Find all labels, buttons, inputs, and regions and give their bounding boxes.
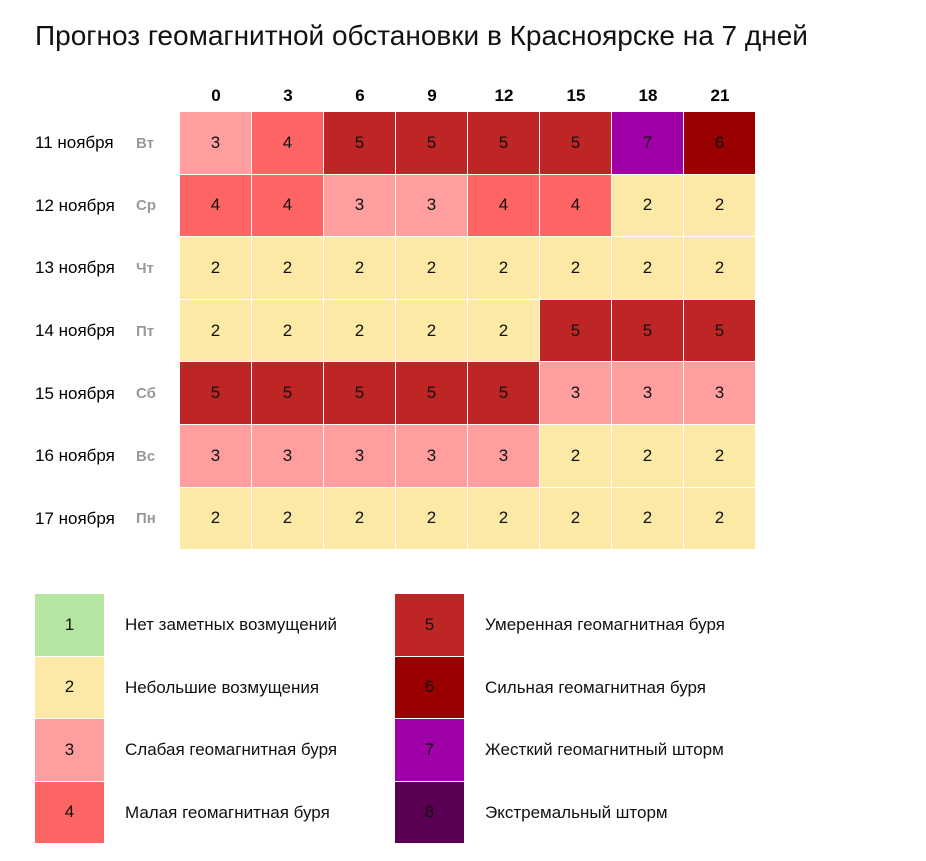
legend-swatch: 4 — [35, 781, 104, 844]
forecast-cell: 2 — [396, 237, 468, 300]
legend-swatch: 6 — [395, 656, 464, 719]
forecast-cell: 5 — [540, 112, 612, 175]
forecast-cell: 7 — [612, 112, 684, 175]
forecast-cell: 2 — [540, 487, 612, 551]
forecast-cell: 3 — [612, 362, 684, 425]
forecast-cell: 2 — [252, 299, 324, 363]
hour-header: 0 — [211, 86, 221, 105]
title: Прогноз геомагнитной обстановки в Красно… — [35, 20, 808, 51]
forecast-cell: 3 — [396, 425, 468, 488]
forecast-cell: 5 — [468, 112, 540, 175]
forecast-cell: 2 — [324, 237, 396, 300]
forecast-cell: 2 — [396, 487, 468, 551]
forecast-cell: 5 — [468, 362, 540, 425]
forecast-cell: 2 — [684, 425, 756, 488]
forecast-cell: 2 — [612, 237, 684, 300]
date-label: 17 ноября — [35, 508, 115, 528]
forecast-cell: 3 — [540, 362, 612, 425]
hour-header: 18 — [638, 86, 658, 105]
weekday-label: Пт — [136, 322, 155, 340]
forecast-cell: 2 — [684, 487, 756, 551]
hour-header: 9 — [427, 86, 437, 105]
date-label: 14 ноября — [35, 321, 115, 341]
forecast-cell: 2 — [324, 487, 396, 551]
legend-label: Умеренная геомагнитная буря — [485, 615, 725, 635]
weekday-label: Чт — [136, 259, 154, 277]
date-label: 12 ноября — [35, 195, 115, 215]
forecast-cell: 3 — [324, 425, 396, 488]
forecast-cell: 2 — [612, 425, 684, 488]
date-label: 13 ноября — [35, 258, 115, 278]
forecast-cell: 2 — [540, 425, 612, 488]
forecast-cell: 3 — [180, 112, 252, 175]
legend-swatch: 7 — [395, 719, 464, 782]
forecast-cell: 2 — [180, 299, 252, 363]
legend-label: Небольшие возмущения — [125, 677, 320, 697]
legend-label: Жесткий геомагнитный шторм — [485, 740, 724, 760]
forecast-cell: 2 — [180, 487, 252, 551]
legend-swatch: 2 — [35, 656, 104, 719]
forecast-cell: 4 — [252, 174, 324, 238]
legend-swatch: 5 — [395, 594, 464, 657]
forecast-cell: 5 — [684, 299, 756, 363]
forecast-cell: 5 — [252, 362, 324, 425]
forecast-cell: 2 — [684, 237, 756, 300]
forecast-cell: 5 — [324, 112, 396, 175]
forecast-cell: 2 — [396, 299, 468, 363]
forecast-cell: 5 — [396, 362, 468, 425]
forecast-cell: 5 — [612, 299, 684, 363]
forecast-cell: 4 — [468, 174, 540, 238]
forecast-cell: 3 — [468, 425, 540, 488]
forecast-cell: 2 — [324, 299, 396, 363]
forecast-cell: 5 — [540, 299, 612, 363]
forecast-cell: 5 — [180, 362, 252, 425]
forecast-cell: 2 — [252, 487, 324, 551]
forecast-cell: 3 — [684, 362, 756, 425]
date-label: 16 ноября — [35, 446, 115, 466]
date-label: 11 ноября — [35, 133, 114, 153]
forecast-cell: 5 — [324, 362, 396, 425]
weekday-label: Вт — [136, 134, 154, 152]
legend-label: Нет заметных возмущений — [125, 615, 338, 635]
forecast-cell: 2 — [468, 237, 540, 300]
forecast-cell: 5 — [396, 112, 468, 175]
forecast-cell: 2 — [180, 237, 252, 300]
date-label: 15 ноября — [35, 383, 115, 403]
forecast-cell: 3 — [252, 425, 324, 488]
legend-swatch: 8 — [395, 781, 464, 844]
hour-header: 21 — [710, 86, 730, 105]
forecast-cell: 2 — [540, 237, 612, 300]
forecast-cell: 2 — [612, 487, 684, 551]
forecast-cell: 3 — [180, 425, 252, 488]
forecast-cell: 2 — [468, 299, 540, 363]
forecast-cell: 2 — [612, 174, 684, 238]
weekday-label: Пн — [136, 510, 156, 528]
legend-label: Сильная геомагнитная буря — [485, 677, 706, 697]
forecast-cell: 3 — [396, 174, 468, 238]
weekday-label: Вс — [136, 447, 156, 465]
hour-header: 12 — [494, 86, 514, 105]
hour-header: 6 — [355, 86, 365, 105]
legend-label: Экстремальный шторм — [485, 802, 668, 822]
legend-label: Слабая геомагнитная буря — [125, 740, 338, 760]
forecast-cell: 4 — [540, 174, 612, 238]
forecast-cell: 6 — [684, 112, 756, 175]
hour-header: 3 — [283, 86, 293, 105]
forecast-cell: 2 — [252, 237, 324, 300]
forecast-cell: 2 — [468, 487, 540, 551]
forecast-cell: 4 — [252, 112, 324, 175]
legend-swatch: 3 — [35, 719, 104, 782]
legend-swatch: 1 — [35, 594, 104, 657]
hour-header: 15 — [566, 86, 586, 105]
weekday-label: Ср — [136, 197, 156, 215]
weekday-label: Сб — [136, 385, 156, 403]
forecast-cell: 4 — [180, 174, 252, 238]
forecast-cell: 2 — [684, 174, 756, 238]
legend-label: Малая геомагнитная буря — [125, 802, 330, 822]
forecast-cell: 3 — [324, 174, 396, 238]
